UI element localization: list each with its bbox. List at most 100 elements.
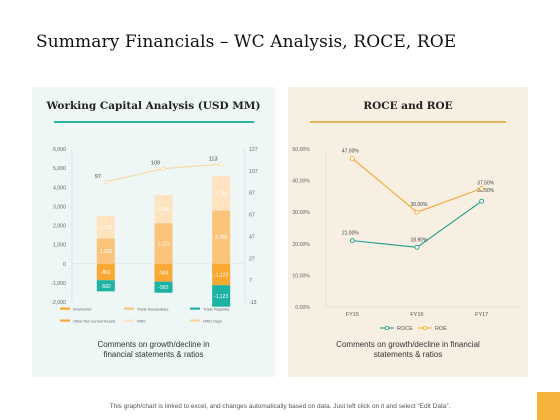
roce-roe-underline [310,121,506,123]
y2-tick-label: 107 [249,169,258,175]
bar-data-label: 1,466 [157,207,170,213]
legend-label: Trade Receivables [137,308,169,312]
series-data-label: 18.90% [411,237,429,243]
legend-swatch [60,319,70,322]
series-data-label: 30.00% [411,202,429,208]
legend-marker [385,325,390,330]
series-point [414,209,420,215]
footer-note: This graph/chart is linked to excel, and… [109,403,451,410]
y-tick-label: 1,000 [53,243,66,249]
series-point [349,156,355,161]
legend-label: Other Net Current Assets [73,320,116,324]
y2-tick-label: 27 [249,256,255,262]
working-capital-underline [54,121,254,123]
bar-data-label: 2,785 [215,235,228,241]
bar-segment [154,263,173,282]
y-tick-label: 4,000 [53,185,66,191]
y-tick-label: 0.00% [295,305,310,311]
nwc-days-label: 109 [151,161,160,167]
bar-segment [212,263,231,286]
legend-marker [422,325,427,330]
working-capital-panel: Working Capital Analysis (USD MM) 6,000 5… [32,87,275,377]
bar-data-label: -582 [101,284,111,290]
y-tick-label: 30.00% [292,210,310,216]
bar-data-label: -1,123 [214,272,228,278]
legend-swatch [124,307,134,310]
bar-data-label: 1,786 [215,191,228,197]
bar-data-label: -582 [158,285,168,291]
series-data-label: 37.50% [477,181,495,187]
working-capital-comment-line1: Comments on growth/decline in [97,340,210,349]
series-point [479,198,485,204]
x-tick-label: FY15 [346,312,359,318]
y-tick-label: 6,000 [53,147,66,153]
bar-segment [212,285,231,307]
roce-roe-comment: Comments on growth/decline in financial … [288,340,528,360]
legend-swatch [190,307,200,310]
legend-label: ROCE [397,326,413,332]
y-tick-label: 2,000 [53,224,66,230]
y-tick-label: 50.00% [292,147,310,153]
legend-swatch [124,319,134,322]
bar-segment [154,195,173,224]
bar-data-label: 2,123 [157,241,170,247]
legend-label: NWC Days [203,320,222,324]
legend-label: NWC [137,320,146,324]
y2-tick-label: 47 [249,234,255,240]
nwc-days-point [103,179,109,184]
y-tick-label: -1,000 [51,281,66,287]
legend-label: Inventories [73,308,92,312]
legend-label: ROE [435,326,447,332]
roce-roe-chart[interactable]: 50.00% 40.00% 30.00% 20.00% 10.00% 0.00% FY15 F… [288,87,528,337]
y-tick-label: 3,000 [53,204,66,210]
series-point [414,244,420,250]
bar-data-label: -1,123 [214,294,228,300]
bar-segment [96,263,115,281]
y-tick-label: 0 [63,262,66,268]
working-capital-comment: Comments on growth/decline in financial … [32,340,275,360]
series-point [479,186,485,191]
bar-segment [212,210,231,264]
bar-segment [96,280,115,292]
working-capital-chart[interactable]: 6,000 5,000 4,000 3,000 2,000 1,000 0 -1,000 -2,… [32,87,275,337]
roce-roe-title: ROCE and ROE [363,100,453,112]
series-data-label: 33.50% [477,188,495,194]
bar-segment [154,281,173,293]
bar-data-label: 1,178 [100,225,113,231]
bar-segment [96,238,115,264]
bar-data-label: 1,329 [100,249,113,255]
nwc-days-point [161,166,166,171]
roce-roe-comment-line2: statements & ratios [373,350,443,359]
nwc-days-label: 97 [95,174,101,180]
roce-roe-panel: ROCE and ROE 50.00% 40.00% 30.00% 20.00% 10.… [288,87,528,377]
legend-swatch [60,307,70,310]
y-tick-label: 10.00% [292,273,310,279]
bar-data-label: -861 [101,270,111,276]
nwc-days-label: 113 [209,156,218,162]
y2-tick-label: 127 [249,147,258,153]
bar-data-label: -934 [158,271,168,277]
x-tick-label: FY17 [475,312,488,318]
y2-tick-label: 87 [249,191,255,197]
series-data-label: 47.00% [342,148,360,154]
y2-tick-label: -13 [249,300,257,306]
y-tick-label: 5,000 [53,166,66,172]
x-tick-label: FY16 [410,312,423,318]
page-title: Summary Financials – WC Analysis, ROCE, … [36,32,457,52]
series-data-label: 21.00% [342,231,360,237]
working-capital-title: Working Capital Analysis (USD MM) [46,100,261,112]
legend-swatch [190,319,200,322]
y-tick-label: -2,000 [51,300,66,306]
y-tick-label: 40.00% [292,179,310,185]
bar-segment [154,223,173,264]
y-tick-label: 20.00% [292,242,310,248]
series-point [349,238,355,244]
working-capital-comment-line2: financial statements & ratios [103,350,204,359]
nwc-days-point [218,162,224,167]
roce-roe-comment-line1: Comments on growth/decline in financial [336,340,480,349]
y2-tick-label: 67 [249,213,255,219]
y2-tick-label: 7 [249,278,252,284]
bar-segment [96,215,115,239]
bar-segment [212,176,231,211]
legend-label: Trade Payables [203,308,230,312]
